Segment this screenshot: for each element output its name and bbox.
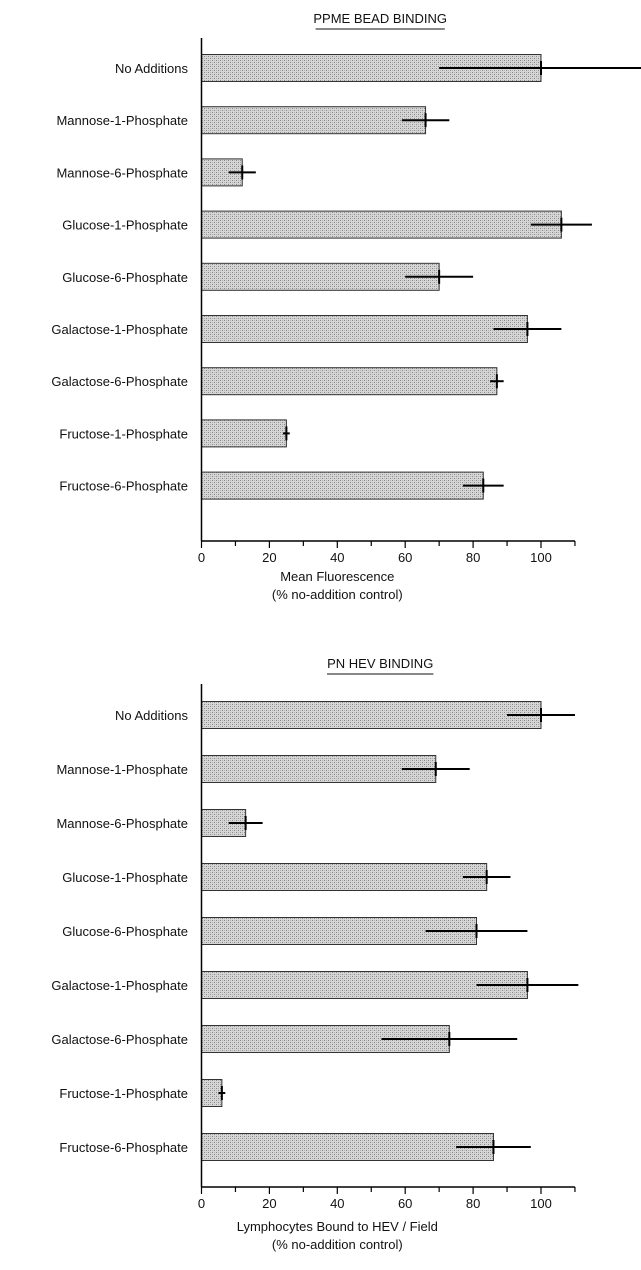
category-label: Mannose-6-Phosphate xyxy=(56,816,188,831)
x-tick-label: 40 xyxy=(330,550,344,565)
x-tick-label: 40 xyxy=(330,1196,344,1211)
category-label: Glucose-6-Phosphate xyxy=(62,270,188,285)
x-axis-label: Mean Fluorescence xyxy=(280,569,394,584)
x-axis-label: Lymphocytes Bound to HEV / Field xyxy=(237,1219,438,1234)
category-label: Glucose-1-Phosphate xyxy=(62,218,188,233)
bar xyxy=(201,210,562,239)
bar xyxy=(201,701,542,729)
category-label: Galactose-1-Phosphate xyxy=(51,978,188,993)
bar xyxy=(201,755,437,783)
category-label: Glucose-6-Phosphate xyxy=(62,924,188,939)
chart-title: PPME BEAD BINDING xyxy=(313,11,447,26)
category-label: Galactose-6-Phosphate xyxy=(51,374,188,389)
category-label: Glucose-1-Phosphate xyxy=(62,870,188,885)
category-label: Mannose-1-Phosphate xyxy=(56,762,188,777)
category-label: No Additions xyxy=(115,61,188,76)
bar xyxy=(201,1133,494,1161)
x-tick-label: 60 xyxy=(398,1196,412,1211)
category-label: Fructose-6-Phosphate xyxy=(59,1140,188,1155)
category-label: Fructose-1-Phosphate xyxy=(59,1086,188,1101)
bar xyxy=(201,471,484,500)
x-axis-label: (% no-addition control) xyxy=(272,1237,403,1252)
x-tick-label: 60 xyxy=(398,550,412,565)
x-axis-label: (% no-addition control) xyxy=(272,587,403,602)
bar xyxy=(201,315,528,343)
x-tick-label: 100 xyxy=(530,550,552,565)
x-tick-label: 20 xyxy=(262,550,276,565)
x-tick-label: 80 xyxy=(466,550,480,565)
category-label: Galactose-1-Phosphate xyxy=(51,322,188,337)
category-label: No Additions xyxy=(115,708,188,723)
chart-panel-1: PPME BEAD BINDING No Additions Mannose-1-P… xyxy=(51,11,641,602)
category-label: Fructose-6-Phosphate xyxy=(59,479,188,494)
bar xyxy=(201,367,498,396)
chart-title: PN HEV BINDING xyxy=(327,656,433,671)
x-tick-label: 0 xyxy=(198,1196,205,1211)
category-label: Mannose-6-Phosphate xyxy=(56,165,188,180)
x-tick-label: 80 xyxy=(466,1196,480,1211)
x-tick-label: 0 xyxy=(198,550,205,565)
category-label: Mannose-1-Phosphate xyxy=(56,113,188,128)
bar xyxy=(201,863,488,891)
chart-panel-2: PN HEV BINDING No Additions Mannose-1-Phos… xyxy=(51,656,579,1252)
bar xyxy=(201,262,440,291)
x-tick-label: 100 xyxy=(530,1196,552,1211)
category-label: Galactose-6-Phosphate xyxy=(51,1032,188,1047)
bar xyxy=(201,106,427,135)
bar xyxy=(201,419,287,448)
category-label: Fructose-1-Phosphate xyxy=(59,426,188,441)
x-tick-label: 20 xyxy=(262,1196,276,1211)
